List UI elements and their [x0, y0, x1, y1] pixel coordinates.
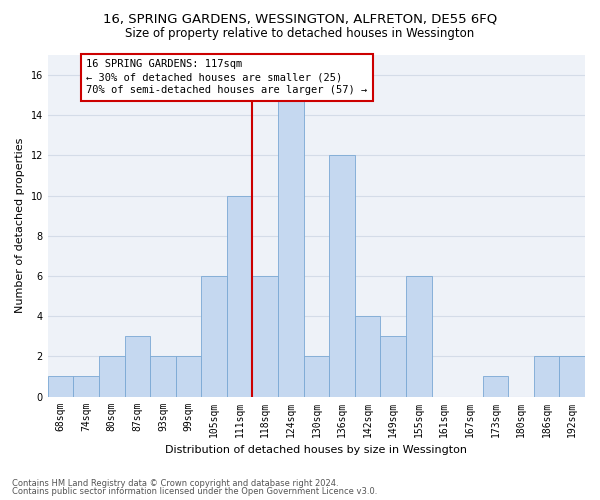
X-axis label: Distribution of detached houses by size in Wessington: Distribution of detached houses by size …: [166, 445, 467, 455]
Bar: [201, 276, 227, 396]
Text: 16, SPRING GARDENS, WESSINGTON, ALFRETON, DE55 6FQ: 16, SPRING GARDENS, WESSINGTON, ALFRETON…: [103, 12, 497, 26]
Bar: [73, 376, 99, 396]
Bar: [278, 95, 304, 396]
Bar: [482, 376, 508, 396]
Text: Contains HM Land Registry data © Crown copyright and database right 2024.: Contains HM Land Registry data © Crown c…: [12, 478, 338, 488]
Bar: [406, 276, 431, 396]
Bar: [253, 276, 278, 396]
Bar: [48, 376, 73, 396]
Y-axis label: Number of detached properties: Number of detached properties: [15, 138, 25, 314]
Bar: [227, 196, 253, 396]
Bar: [150, 356, 176, 397]
Bar: [176, 356, 201, 397]
Bar: [534, 356, 559, 397]
Bar: [559, 356, 585, 397]
Bar: [355, 316, 380, 396]
Bar: [125, 336, 150, 396]
Bar: [329, 156, 355, 396]
Text: Contains public sector information licensed under the Open Government Licence v3: Contains public sector information licen…: [12, 487, 377, 496]
Bar: [99, 356, 125, 397]
Text: 16 SPRING GARDENS: 117sqm
← 30% of detached houses are smaller (25)
70% of semi-: 16 SPRING GARDENS: 117sqm ← 30% of detac…: [86, 59, 367, 96]
Bar: [380, 336, 406, 396]
Text: Size of property relative to detached houses in Wessington: Size of property relative to detached ho…: [125, 28, 475, 40]
Bar: [304, 356, 329, 397]
